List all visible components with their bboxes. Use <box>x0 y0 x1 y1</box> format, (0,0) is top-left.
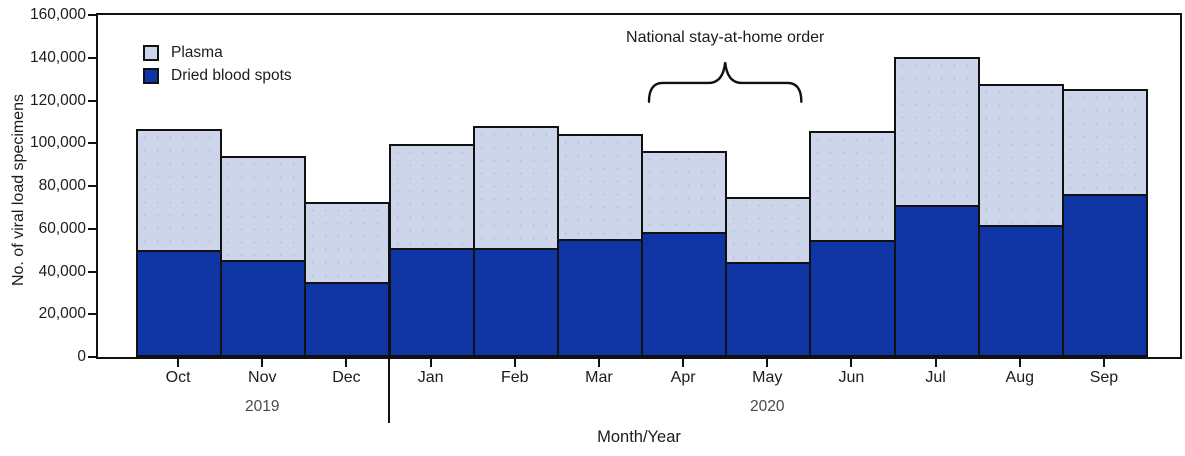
year-divider-line <box>387 359 390 423</box>
x-tick-mark <box>345 359 348 367</box>
y-tick-label: 160,000 <box>29 6 86 23</box>
bar-segment-dried-blood-spots-aug <box>979 224 1062 355</box>
y-tick-mark <box>88 270 96 273</box>
y-tick-label: 100,000 <box>29 134 86 152</box>
legend-label-plasma: Plasma <box>171 43 223 61</box>
bar-segment-dried-blood-spots-jan <box>390 248 473 355</box>
bar-oct <box>136 129 223 357</box>
legend-item-plasma: Plasma <box>143 41 292 64</box>
legend-label-dried-blood-spots: Dried blood spots <box>171 66 292 84</box>
month-label-may: May <box>752 369 783 386</box>
stay-at-home-annotation-text: National stay-at-home order <box>626 29 825 46</box>
month-label-jun: Jun <box>838 369 865 386</box>
year-label-2020: 2020 <box>750 398 785 415</box>
bar-segment-dried-blood-spots-apr <box>643 232 726 355</box>
bar-may <box>725 196 812 357</box>
x-tick-mark <box>682 359 685 367</box>
x-tick-mark <box>429 359 432 367</box>
y-tick-mark <box>88 356 96 358</box>
legend-item-dried-blood-spots: Dried blood spots <box>143 64 292 87</box>
x-tick-mark <box>177 359 180 367</box>
plasma-swatch-icon <box>143 44 159 61</box>
bar-segment-dried-blood-spots-sep <box>1063 193 1147 355</box>
dried-blood-spots-swatch-icon <box>143 67 159 84</box>
x-tick-mark <box>934 359 937 367</box>
bar-segment-dried-blood-spots-jul <box>895 205 978 355</box>
bar-jun <box>809 131 896 357</box>
bar-segment-dried-blood-spots-oct <box>138 250 221 355</box>
bar-segment-dried-blood-spots-jun <box>811 239 894 355</box>
bar-dec <box>304 202 391 357</box>
month-label-mar: Mar <box>585 369 613 386</box>
month-label-dec: Dec <box>332 369 361 386</box>
y-tick-mark <box>88 99 96 102</box>
y-tick-label: 140,000 <box>29 48 86 66</box>
month-label-apr: Apr <box>670 369 696 386</box>
bar-aug <box>977 84 1064 357</box>
bar-segment-dried-blood-spots-mar <box>558 238 641 355</box>
x-tick-mark <box>1102 359 1105 367</box>
bar-apr <box>641 150 728 357</box>
x-tick-mark <box>766 359 769 367</box>
month-label-aug: Aug <box>1005 369 1035 386</box>
bar-mar <box>556 133 643 357</box>
x-tick-mark <box>1018 359 1021 367</box>
x-tick-mark <box>597 359 600 367</box>
month-label-feb: Feb <box>500 369 529 386</box>
y-tick-mark <box>88 14 96 16</box>
year-label-2019: 2019 <box>245 398 280 415</box>
y-tick-mark <box>88 227 96 230</box>
y-tick-label: 120,000 <box>29 91 86 109</box>
x-tick-mark <box>513 359 516 367</box>
x-tick-mark <box>850 359 853 367</box>
bar-segment-dried-blood-spots-feb <box>474 248 557 355</box>
x-tick-mark <box>261 359 264 367</box>
y-tick-label: 40,000 <box>38 262 86 280</box>
bar-jul <box>893 56 980 357</box>
bar-feb <box>472 126 559 357</box>
legend: Plasma Dried blood spots <box>143 41 292 87</box>
month-label-jul: Jul <box>925 369 946 386</box>
y-tick-label: 60,000 <box>38 219 86 237</box>
bar-sep <box>1061 88 1149 357</box>
bar-nov <box>220 156 307 357</box>
y-tick-mark <box>88 142 96 145</box>
month-label-sep: Sep <box>1089 369 1119 386</box>
month-label-oct: Oct <box>165 369 191 386</box>
month-label-jan: Jan <box>417 369 444 386</box>
x-axis-title: Month/Year <box>597 428 681 446</box>
bar-segment-dried-blood-spots-may <box>727 262 810 355</box>
bar-jan <box>388 144 475 357</box>
y-tick-label: 20,000 <box>38 305 86 323</box>
y-tick-label: 0 <box>77 348 86 365</box>
bar-segment-dried-blood-spots-dec <box>306 282 389 355</box>
y-tick-label: 80,000 <box>38 177 86 194</box>
y-tick-mark <box>88 185 96 187</box>
curly-brace-icon <box>647 62 803 103</box>
y-tick-mark <box>88 56 96 59</box>
bar-segment-dried-blood-spots-nov <box>222 259 305 355</box>
y-tick-mark <box>88 313 96 316</box>
month-label-nov: Nov <box>248 369 277 386</box>
